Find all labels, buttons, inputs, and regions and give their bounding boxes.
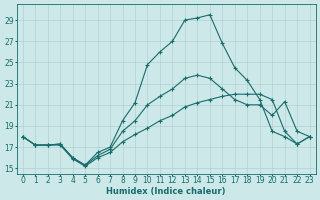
X-axis label: Humidex (Indice chaleur): Humidex (Indice chaleur) <box>107 187 226 196</box>
